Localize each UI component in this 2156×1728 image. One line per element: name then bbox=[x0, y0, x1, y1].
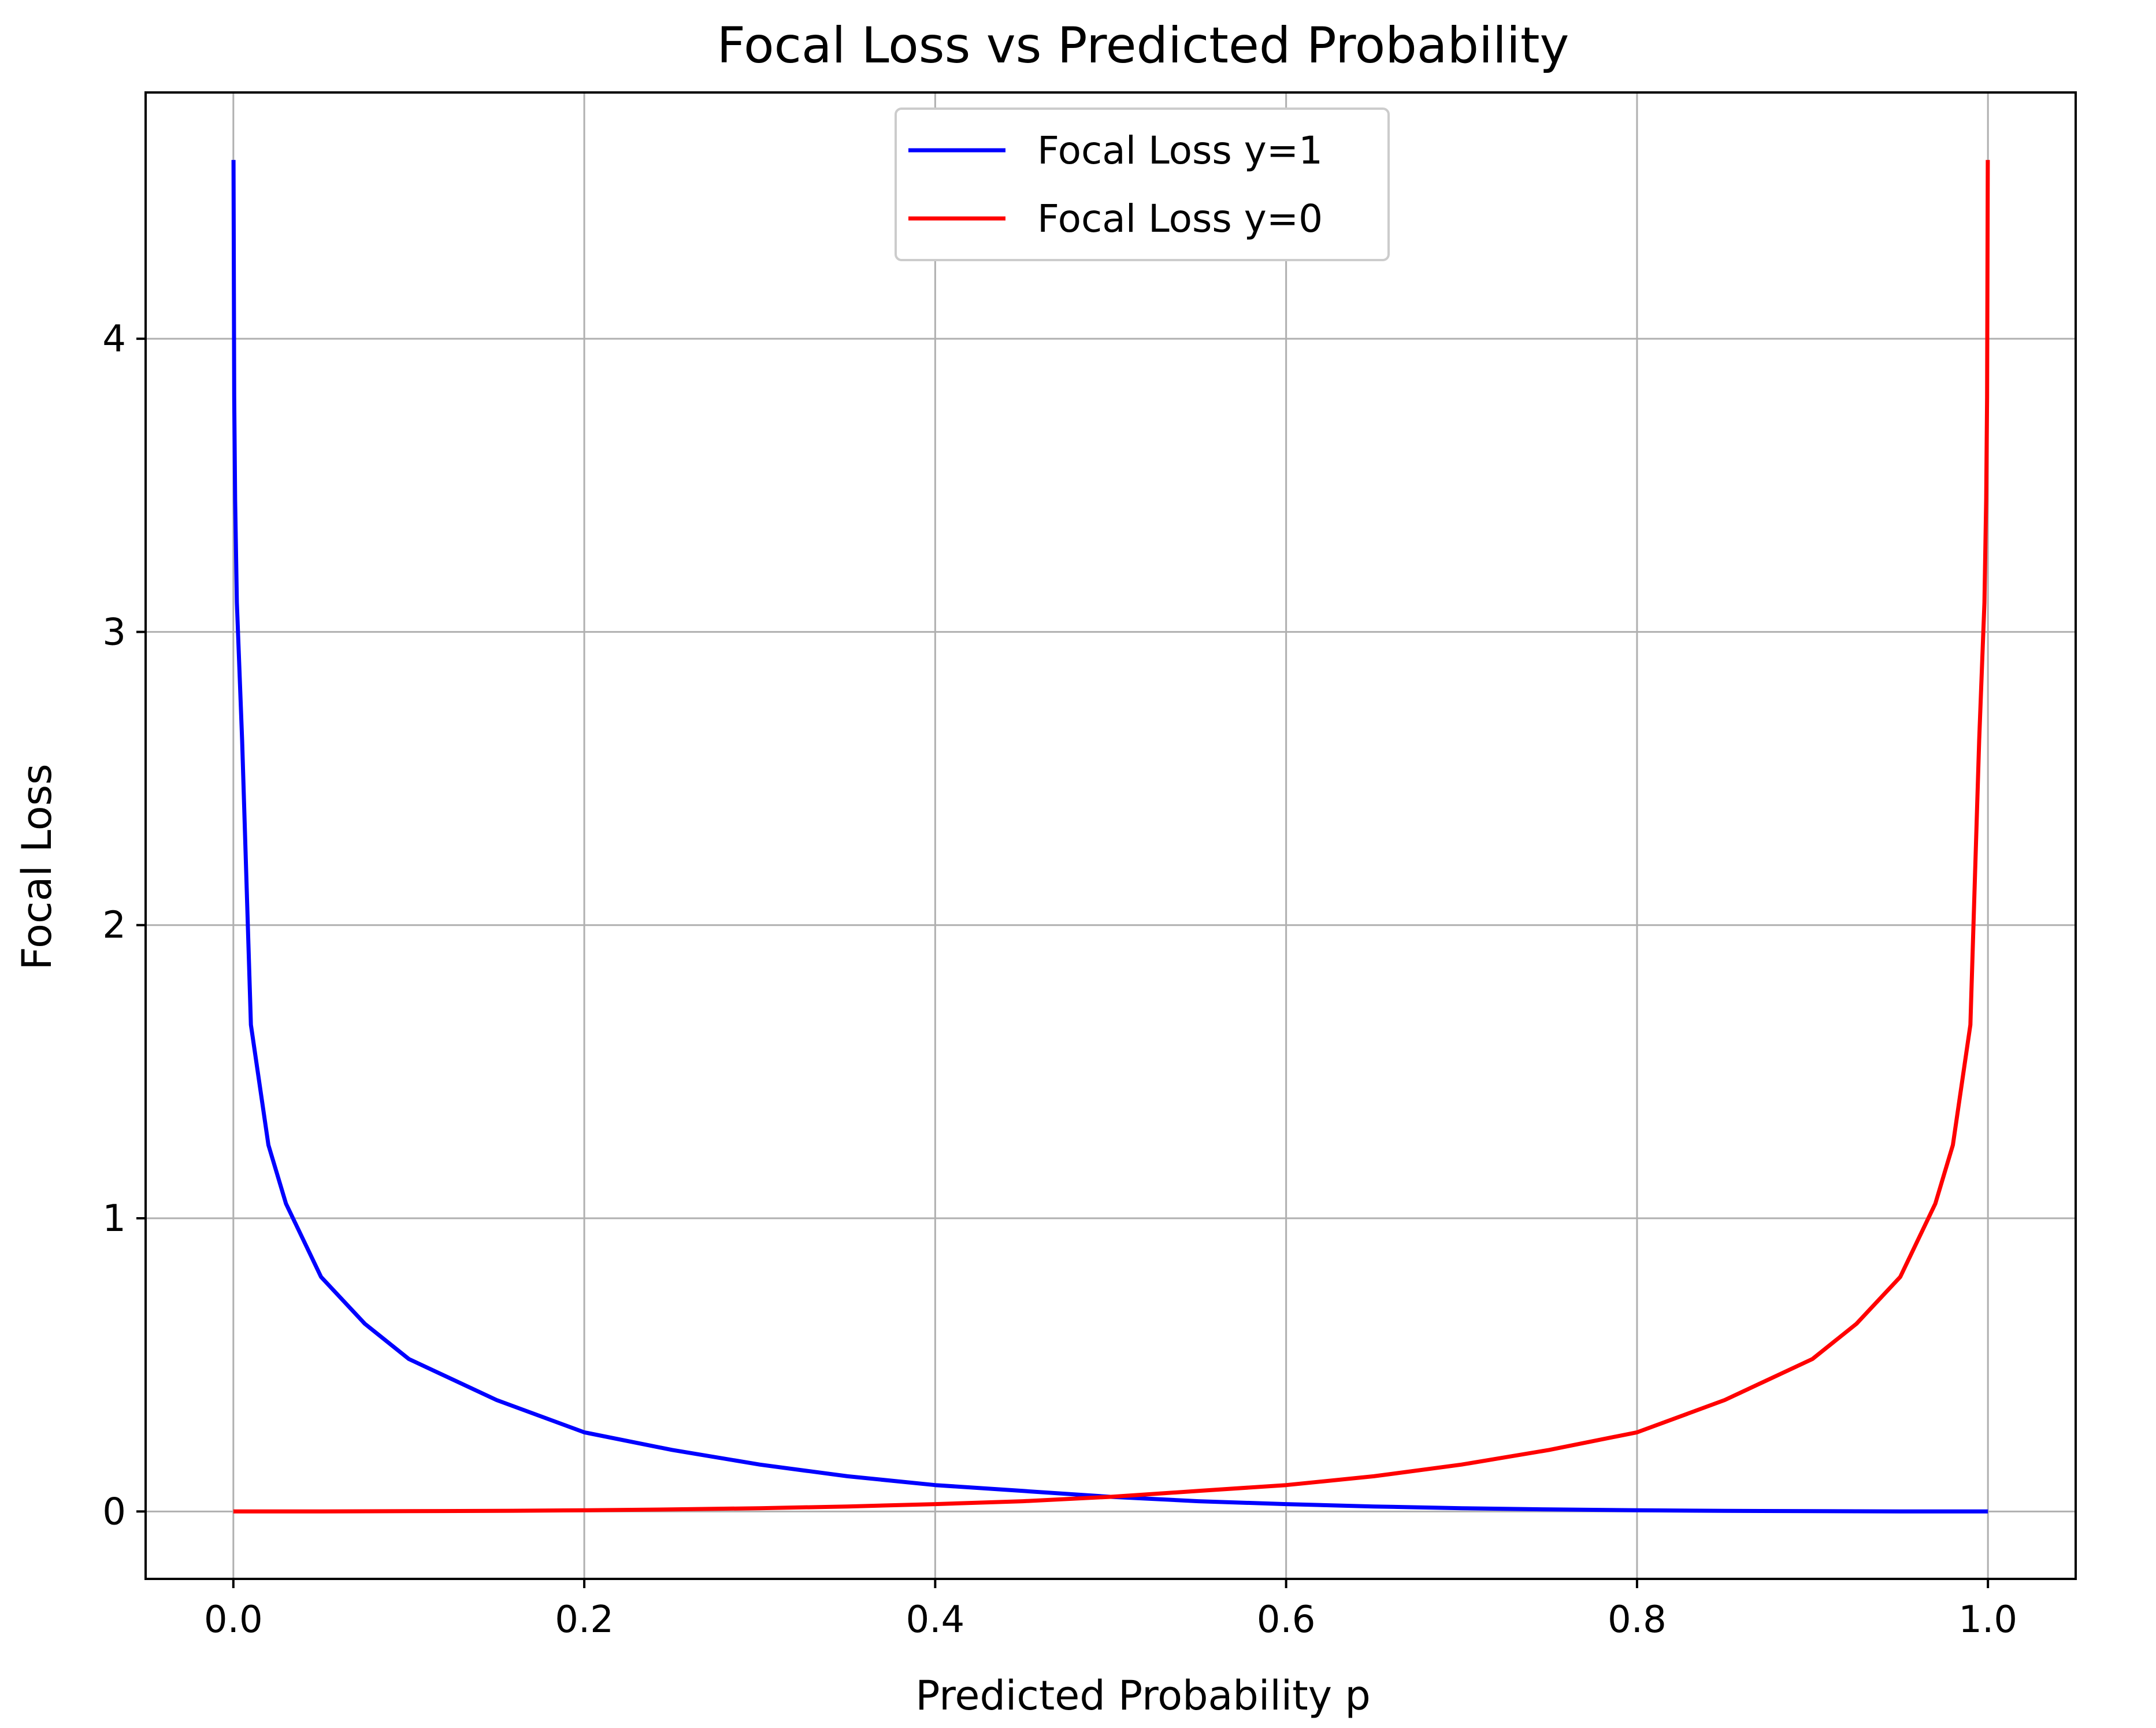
y-tick-label-4: 4 bbox=[102, 318, 126, 361]
legend-label-focal-loss-y1: Focal Loss y=1 bbox=[1037, 128, 1323, 173]
x-tick-label-5: 1.0 bbox=[1958, 1599, 2017, 1641]
series-line-1 bbox=[233, 160, 1990, 1514]
x-tick-label-2: 0.4 bbox=[906, 1599, 964, 1641]
grid-lines bbox=[146, 92, 2076, 1579]
chart-title: Focal Loss vs Predicted Probability bbox=[717, 17, 1569, 75]
y-tick-label-1: 1 bbox=[102, 1197, 126, 1240]
legend: Focal Loss y=1 Focal Loss y=0 bbox=[895, 107, 1390, 261]
y-tick-label-3: 3 bbox=[102, 611, 126, 654]
x-tick-label-1: 0.2 bbox=[555, 1599, 614, 1641]
series-line-0 bbox=[231, 160, 1988, 1514]
x-axis-label: Predicted Probability p bbox=[915, 1672, 1371, 1719]
y-tick-label-0: 0 bbox=[102, 1490, 126, 1533]
y-axis-label: Focal Loss bbox=[13, 763, 61, 970]
y-tick-label-2: 2 bbox=[102, 904, 126, 947]
axis-ticks: 0.0 0.2 0.4 0.6 0.8 1.0 0 1 2 3 4 bbox=[102, 318, 2017, 1641]
x-tick-label-4: 0.8 bbox=[1608, 1599, 1667, 1641]
plot-frame bbox=[144, 91, 2077, 1580]
x-tick-label-0: 0.0 bbox=[204, 1599, 263, 1641]
legend-label-focal-loss-y0: Focal Loss y=0 bbox=[1037, 196, 1323, 241]
x-tick-label-3: 0.6 bbox=[1257, 1599, 1316, 1641]
series-lines bbox=[231, 160, 1990, 1514]
legend-box bbox=[895, 107, 1390, 261]
